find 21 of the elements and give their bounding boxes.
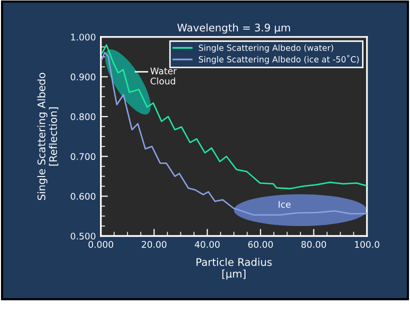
legend-label: Single Scattering Albedo (ice at -50˚C)	[198, 55, 359, 64]
y-tick-label: 1.000	[71, 34, 96, 41]
legend-label: Single Scattering Albedo (water)	[198, 44, 334, 53]
y-tick-label: 0.900	[70, 74, 96, 80]
y-tick-label: 0.700	[70, 153, 96, 160]
annotation: Ice	[278, 201, 291, 208]
y-axis-title: Single Scattering Albedo [Reflection]	[37, 72, 58, 200]
y-tick-label: 0.800	[70, 113, 96, 120]
x-tick-label: 20.00	[142, 241, 166, 248]
y-tick-label: 0.500	[70, 232, 96, 240]
x-tick-label: 0.000	[88, 241, 114, 248]
annotation: Water Cloud	[150, 68, 177, 84]
x-tick-label: 100.0	[355, 241, 380, 248]
x-tick-label: 60.00	[248, 241, 273, 248]
x-axis-title: Particle Radius [µm]	[196, 258, 272, 280]
x-tick-label: 80.00	[301, 241, 326, 248]
line-series	[101, 44, 367, 190]
chart-title: Wavelength = 3.9 µm	[177, 23, 290, 34]
line-series	[100, 52, 367, 216]
x-tick-label: 40.00	[194, 241, 220, 248]
y-tick-label: 0.600	[70, 192, 96, 200]
